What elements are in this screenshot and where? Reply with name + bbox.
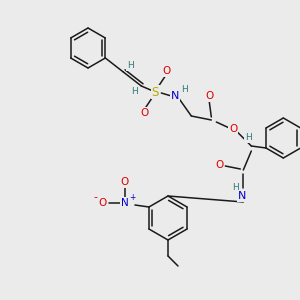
- Text: O: O: [121, 177, 129, 187]
- Text: O: O: [162, 66, 170, 76]
- Text: H: H: [181, 85, 188, 94]
- Text: H: H: [232, 182, 239, 191]
- Text: N: N: [121, 198, 129, 208]
- Text: O: O: [140, 108, 148, 118]
- Text: H: H: [131, 88, 138, 97]
- Text: N: N: [238, 191, 247, 201]
- Text: +: +: [129, 193, 135, 202]
- Text: O: O: [215, 160, 224, 170]
- Text: N: N: [171, 91, 179, 101]
- Text: H: H: [127, 61, 134, 70]
- Text: H: H: [245, 134, 252, 142]
- Text: O: O: [205, 91, 213, 101]
- Text: S: S: [152, 85, 159, 98]
- Text: O: O: [229, 124, 237, 134]
- Text: -: -: [94, 192, 98, 202]
- Text: O: O: [99, 198, 107, 208]
